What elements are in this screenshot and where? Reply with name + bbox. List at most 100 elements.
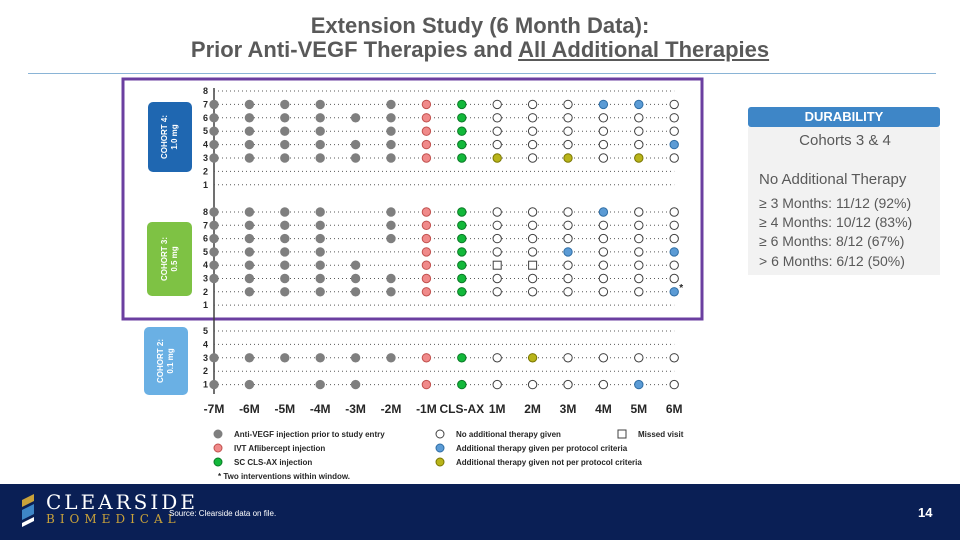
ivt-aflibercept-dot (421, 233, 432, 244)
sc-clsax-dot (457, 287, 467, 297)
anti-vegf-dot (315, 233, 325, 244)
no-therapy-dot (598, 287, 609, 297)
legend-marker (213, 443, 223, 453)
anti-vegf-dot (315, 273, 325, 284)
no-therapy-dot (527, 287, 538, 297)
missed-visit-marker (492, 260, 502, 270)
anti-vegf-dot (209, 153, 219, 163)
no-therapy-dot (527, 220, 538, 231)
patient-label: 4 (203, 260, 208, 270)
x-tick-label: -5M (274, 402, 295, 416)
anti-vegf-dot (350, 273, 361, 284)
anti-vegf-dot (386, 207, 396, 217)
anti-vegf-dot (209, 99, 219, 110)
source-note: Source: Clearside data on file. (169, 509, 277, 518)
sc-clsax-dot (457, 99, 467, 110)
chart-footnote: * Two interventions within window. (218, 472, 350, 481)
sc-clsax-dot (457, 113, 467, 123)
legend-label: IVT Aflibercept injection (234, 444, 325, 453)
therapy-per-protocol-dot (598, 207, 609, 217)
no-therapy-dot (527, 207, 538, 217)
cohort-4-label: COHORT 4: 1.0 mg (148, 102, 192, 172)
anti-vegf-dot (209, 353, 219, 363)
no-therapy-dot (598, 233, 609, 244)
anti-vegf-dot (280, 207, 290, 217)
anti-vegf-dot (280, 99, 290, 110)
x-tick-label: -1M (416, 402, 437, 416)
title-line-1: Extension Study (6 Month Data): (310, 13, 650, 38)
anti-vegf-dot (386, 113, 396, 123)
ivt-aflibercept-dot (421, 220, 432, 231)
therapy-per-protocol-dot (669, 247, 679, 257)
anti-vegf-dot (386, 287, 396, 297)
anti-vegf-dot (244, 153, 255, 163)
no-therapy-dot (634, 207, 644, 217)
no-therapy-dot (634, 113, 644, 123)
no-therapy-dot (634, 233, 644, 244)
sc-clsax-dot (457, 153, 467, 163)
anti-vegf-dot (244, 233, 255, 244)
patient-label: 1 (203, 180, 208, 190)
no-therapy-dot (492, 220, 502, 231)
no-therapy-dot (563, 233, 573, 244)
anti-vegf-dot (244, 353, 255, 363)
anti-vegf-dot (280, 233, 290, 244)
no-therapy-dot (598, 260, 609, 270)
anti-vegf-dot (244, 113, 255, 123)
no-therapy-dot (598, 353, 609, 363)
footer-bar (0, 484, 960, 540)
anti-vegf-dot (350, 139, 361, 150)
x-tick-label: 2M (524, 402, 541, 416)
anti-vegf-dot (386, 99, 396, 110)
durability-subtitle: Cohorts 3 & 4 (799, 132, 891, 149)
patient-label: 4 (203, 140, 208, 150)
anti-vegf-dot (209, 233, 219, 244)
no-therapy-dot (527, 126, 538, 136)
therapy-per-protocol-dot (634, 379, 644, 390)
x-tick-label: 3M (560, 402, 577, 416)
sc-clsax-dot (457, 247, 467, 257)
anti-vegf-dot (280, 113, 290, 123)
legend-marker (213, 457, 223, 467)
anti-vegf-dot (315, 126, 325, 136)
no-therapy-dot (598, 113, 609, 123)
anti-vegf-dot (280, 273, 290, 284)
x-tick-label: -6M (239, 402, 260, 416)
anti-vegf-dot (280, 353, 290, 363)
anti-vegf-dot (280, 153, 290, 163)
no-therapy-dot (669, 273, 679, 284)
no-therapy-dot (492, 99, 502, 110)
no-therapy-dot (492, 379, 502, 390)
no-therapy-dot (527, 379, 538, 390)
x-tick-label: 4M (595, 402, 612, 416)
anti-vegf-dot (315, 139, 325, 150)
no-therapy-dot (669, 233, 679, 244)
legend-label: SC CLS-AX injection (234, 458, 312, 467)
legend-marker (213, 429, 223, 439)
anti-vegf-dot (386, 353, 396, 363)
patient-label: 5 (203, 126, 208, 136)
anti-vegf-dot (386, 220, 396, 231)
patient-label: 7 (203, 99, 208, 109)
ivt-aflibercept-dot (421, 273, 432, 284)
x-tick-label: 6M (666, 402, 683, 416)
no-therapy-dot (634, 220, 644, 231)
durability-line: ≥ 4 Months: 10/12 (83%) (759, 214, 913, 230)
patient-label: 8 (203, 86, 208, 96)
anti-vegf-dot (315, 353, 325, 363)
therapy-not-per-protocol-dot (634, 153, 644, 163)
sc-clsax-dot (457, 260, 467, 270)
anti-vegf-dot (209, 207, 219, 217)
sc-clsax-dot (457, 379, 467, 390)
legend-marker (435, 429, 445, 439)
ivt-aflibercept-dot (421, 379, 432, 390)
anti-vegf-dot (386, 233, 396, 244)
anti-vegf-dot (209, 113, 219, 123)
no-therapy-dot (563, 207, 573, 217)
therapy-per-protocol-dot (669, 139, 679, 150)
ivt-aflibercept-dot (421, 207, 432, 217)
missed-visit-marker (528, 260, 538, 270)
no-therapy-dot (598, 273, 609, 284)
no-therapy-dot (492, 273, 502, 284)
no-therapy-dot (634, 260, 644, 270)
